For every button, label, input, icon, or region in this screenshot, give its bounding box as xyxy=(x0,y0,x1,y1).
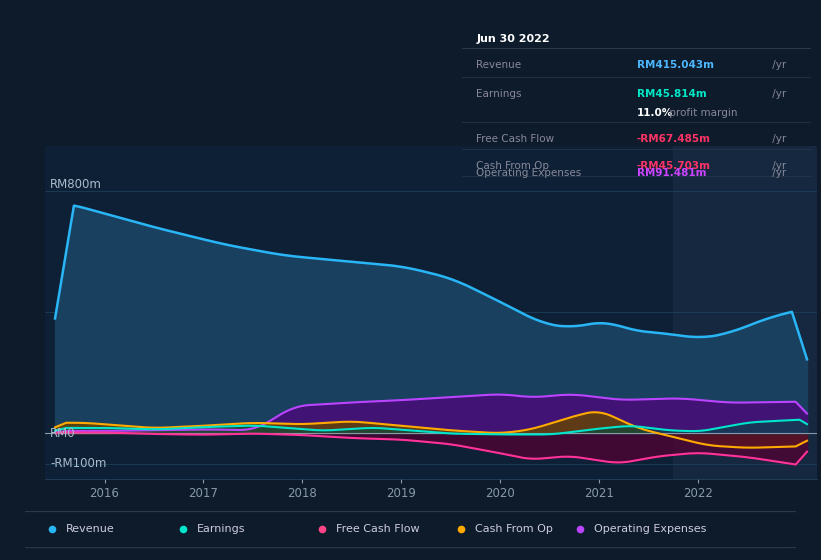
Text: /yr: /yr xyxy=(769,89,787,99)
Text: Operating Expenses: Operating Expenses xyxy=(594,524,707,534)
Text: -RM100m: -RM100m xyxy=(50,457,107,470)
Text: RM91.481m: RM91.481m xyxy=(637,168,706,178)
Text: /yr: /yr xyxy=(769,60,787,70)
Text: Revenue: Revenue xyxy=(476,60,521,70)
FancyBboxPatch shape xyxy=(9,512,804,548)
Text: Earnings: Earnings xyxy=(197,524,245,534)
Text: profit margin: profit margin xyxy=(667,108,738,118)
Text: RM415.043m: RM415.043m xyxy=(637,60,713,70)
Text: -RM45.703m: -RM45.703m xyxy=(637,161,711,171)
Text: RM800m: RM800m xyxy=(50,178,102,191)
Text: -RM67.485m: -RM67.485m xyxy=(637,133,711,143)
Text: Operating Expenses: Operating Expenses xyxy=(476,168,581,178)
Text: /yr: /yr xyxy=(769,168,787,178)
Text: /yr: /yr xyxy=(769,161,787,171)
Text: Jun 30 2022: Jun 30 2022 xyxy=(476,35,550,44)
Text: RM45.814m: RM45.814m xyxy=(637,89,706,99)
Bar xyxy=(673,146,817,479)
Text: Revenue: Revenue xyxy=(66,524,114,534)
Text: RM0: RM0 xyxy=(50,427,76,440)
Text: Cash From Op: Cash From Op xyxy=(476,161,549,171)
Text: Cash From Op: Cash From Op xyxy=(475,524,553,534)
Text: 11.0%: 11.0% xyxy=(637,108,673,118)
Text: Earnings: Earnings xyxy=(476,89,521,99)
Text: Free Cash Flow: Free Cash Flow xyxy=(336,524,420,534)
Text: Free Cash Flow: Free Cash Flow xyxy=(476,133,554,143)
Text: /yr: /yr xyxy=(769,133,787,143)
